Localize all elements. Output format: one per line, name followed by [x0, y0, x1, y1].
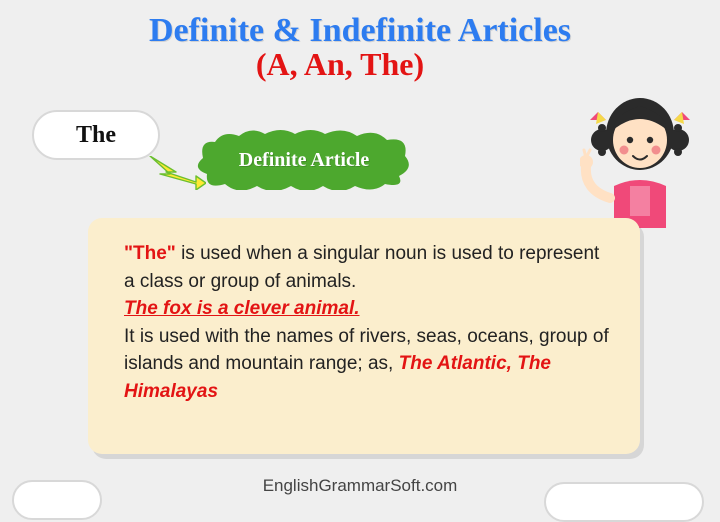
note-example1: The fox is a clever animal. — [124, 298, 360, 319]
pill-the: The — [32, 110, 160, 160]
note-line1: is used when a singular noun is used to … — [124, 243, 599, 292]
definite-article-badge: Definite Article — [195, 128, 413, 190]
note-the-quoted: "The" — [124, 243, 176, 264]
footer-attribution: EnglishGrammarSoft.com — [0, 476, 720, 496]
girl-illustration — [580, 78, 700, 228]
main-title: Definite & Indefinite Articles — [0, 12, 720, 50]
badge-label: Definite Article — [239, 149, 370, 172]
explanation-note: "The" is used when a singular noun is us… — [88, 218, 640, 454]
